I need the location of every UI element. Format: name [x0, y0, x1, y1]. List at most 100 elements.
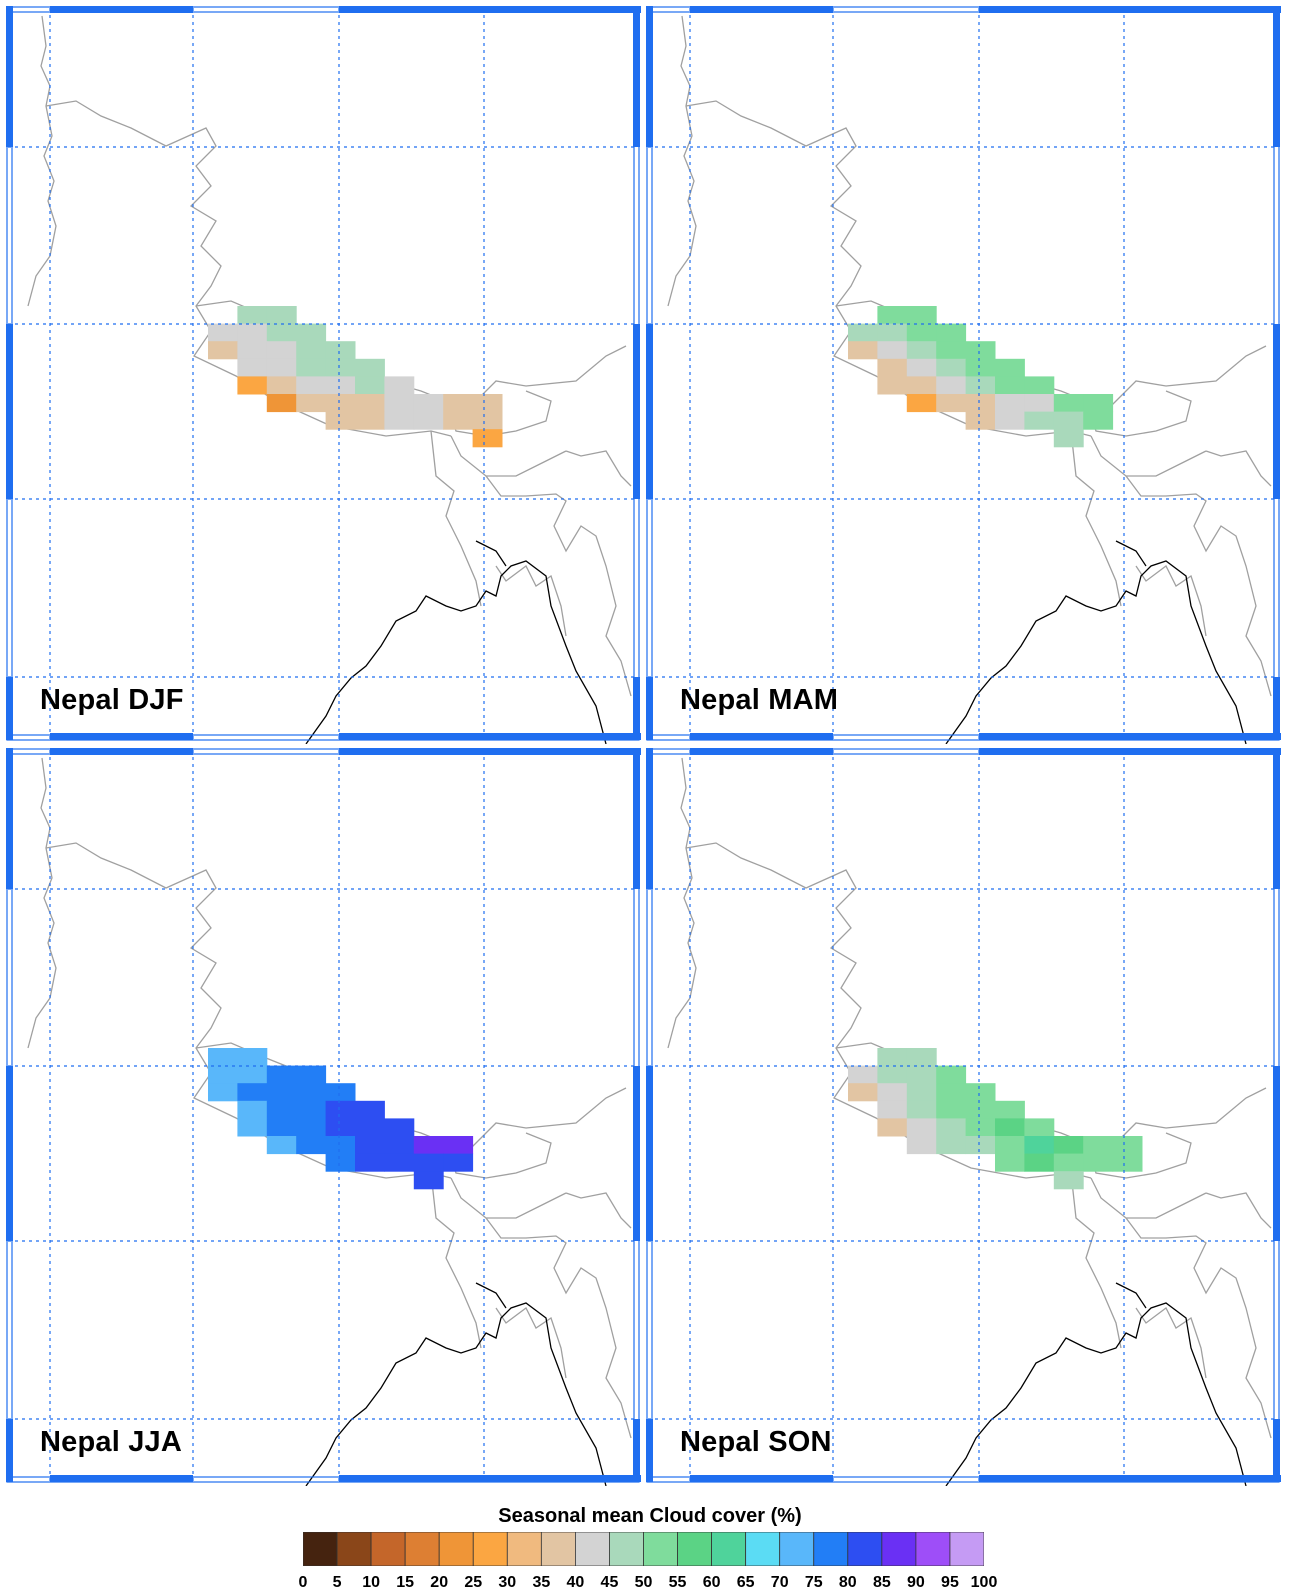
grid-cell [266, 1118, 297, 1137]
grid-cell [1053, 1136, 1084, 1155]
graticule [8, 8, 637, 739]
colorbar-tick-label: 10 [362, 1574, 380, 1591]
border-line [495, 1307, 567, 1379]
colorbar-box [813, 1532, 849, 1566]
grid-cell [936, 376, 967, 395]
coastline [305, 1282, 607, 1486]
grid-cell [906, 306, 937, 325]
grid-cell [296, 376, 327, 395]
grid-cell [237, 1118, 268, 1137]
grid-cell [906, 358, 937, 377]
colorbar-tick-label: 80 [838, 1574, 857, 1591]
grid-cell [906, 1065, 937, 1084]
map-panel-son: Nepal SON [646, 748, 1282, 1486]
grid-cell [325, 1136, 356, 1155]
grid-cell [906, 1118, 937, 1137]
colorbar-tick-label: 60 [702, 1574, 721, 1591]
border-line [565, 450, 632, 487]
colorbar-box [506, 1532, 542, 1566]
frame-bar [6, 677, 13, 740]
grid-cell [296, 1083, 327, 1102]
grid-cell [325, 358, 356, 377]
grid-cell [443, 1136, 474, 1155]
frame-bar [50, 6, 193, 13]
grid-cell [266, 323, 297, 342]
colorbar-tick-label: 20 [430, 1574, 449, 1591]
grid-cell [877, 1048, 908, 1067]
grid-cell [1053, 411, 1084, 430]
grid-cell [1083, 1153, 1114, 1172]
grid-cell [208, 323, 238, 342]
grid-cell [1053, 394, 1084, 413]
border-line [1070, 1172, 1122, 1349]
grid-cell [877, 358, 908, 377]
grid-cell [325, 1100, 356, 1119]
grid-cell [208, 1065, 238, 1084]
grid-cell [877, 323, 908, 342]
grid-cell [355, 394, 385, 413]
map-panel-djf: Nepal DJF [6, 6, 642, 744]
grid-cell [296, 1065, 327, 1084]
panel-title: Nepal JJA [40, 1426, 183, 1458]
border-line [667, 15, 697, 307]
frame-bar [633, 324, 640, 499]
grid-cell [413, 411, 444, 430]
cloud-cover-grid [848, 306, 1114, 448]
grid-cell [965, 411, 996, 430]
frame-bar [339, 1475, 641, 1482]
frame-bar [690, 6, 833, 13]
grid-cell [413, 394, 444, 413]
colorbar-tick-label: 75 [804, 1574, 823, 1591]
grid-cell [296, 394, 327, 413]
colorbar-tick-label: 90 [906, 1574, 925, 1591]
colorbar-tick-label: 40 [566, 1574, 585, 1591]
colorbar-box [336, 1532, 372, 1566]
frame-bars [646, 748, 1281, 1482]
grid-cell [266, 1136, 297, 1155]
map-canvas [6, 6, 641, 744]
grid-cell [237, 1048, 268, 1067]
grid-cell [413, 1153, 444, 1172]
grid-cell [906, 1083, 937, 1102]
frame-bar [633, 6, 640, 147]
frame-bar [339, 6, 641, 13]
panel-title: Nepal SON [680, 1426, 832, 1458]
frame-bar [979, 748, 1281, 755]
grid-cell [877, 1083, 908, 1102]
graticule [8, 750, 637, 1481]
frame-bar [1273, 324, 1280, 499]
border-line [667, 757, 697, 1049]
coastline-path [305, 1302, 607, 1486]
grid-cell [384, 1153, 415, 1172]
grid-cell [266, 1065, 297, 1084]
grid-cell [995, 1153, 1025, 1172]
grid-cell [443, 411, 474, 430]
grid-cell [848, 341, 878, 360]
grid-cell [848, 1083, 878, 1102]
border-line [27, 15, 57, 307]
frame-bar [1273, 6, 1280, 147]
grid-cell [1024, 394, 1055, 413]
grid-cell [384, 376, 415, 395]
grid-cell [1053, 1171, 1084, 1190]
colorbar-box [609, 1532, 644, 1566]
grid-cell [906, 1136, 937, 1155]
grid-cell [877, 306, 908, 325]
frame-bars [6, 6, 641, 740]
colorbar-tick-label: 35 [532, 1574, 551, 1591]
border-line [1085, 1132, 1192, 1179]
grid-cell [995, 411, 1025, 430]
frame-bar [646, 677, 653, 740]
grid-cell [325, 1118, 356, 1137]
grid-cell [848, 1065, 878, 1084]
colorbar-box [711, 1532, 747, 1566]
grid-cell [1024, 411, 1055, 430]
grid-cell [355, 1136, 385, 1155]
grid-cell [965, 358, 996, 377]
colorbar-tick-label: 55 [668, 1574, 687, 1591]
frame-bar [1273, 1066, 1280, 1241]
frame-bar [1273, 748, 1280, 889]
coastline-path [1115, 540, 1147, 567]
grid-cell [848, 323, 878, 342]
colorbar-tick-label: 30 [498, 1574, 517, 1591]
